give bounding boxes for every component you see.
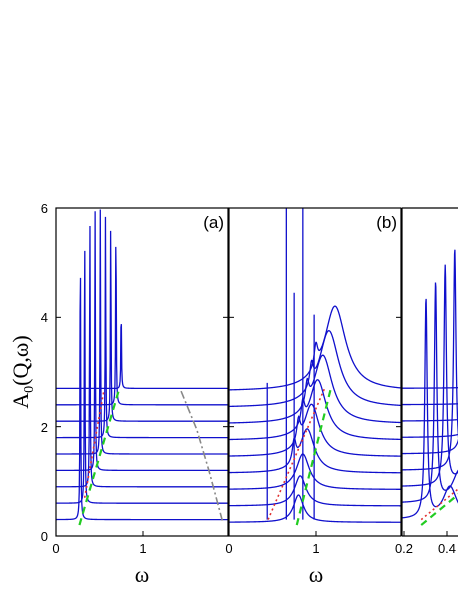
series-line-panel2-5: [402, 433, 458, 438]
panel-b-x-tick-label-0: 0: [225, 541, 232, 556]
panel-a-label: (a): [203, 213, 224, 232]
series-line-panel0-1: [56, 250, 228, 504]
series-line-panel2-2: [402, 264, 458, 487]
panel-b-label: (b): [376, 213, 397, 232]
panel-b-x-axis-title: ω: [309, 562, 323, 587]
series-line-panel1-0: [229, 494, 401, 523]
panel-a-x-tick-label-0: 0: [52, 541, 59, 556]
y-tick-label-4: 4: [41, 310, 48, 325]
series-line-panel2-3: [402, 249, 458, 471]
series-line-panel0-0: [56, 277, 228, 521]
y-axis-title: A0(Q,ω): [8, 335, 37, 408]
y-axis-title-main: A: [8, 393, 33, 409]
series-line-panel2-1: [402, 282, 458, 503]
series-line-panel1-7: [229, 330, 401, 408]
series-line-panel0-8: [56, 324, 228, 390]
series-line-panel2-4: [402, 438, 458, 455]
axis-ticks: [55, 207, 448, 537]
panel-c: 0.2 0.4: [395, 207, 458, 556]
panel-a-x-axis-title: ω: [135, 562, 149, 587]
panel-b-curves: [229, 208, 401, 526]
panel-a: (a) 0 1 ω: [52, 207, 229, 587]
panel-c-curves: [402, 249, 458, 526]
panel-a-frame: [55, 207, 229, 537]
series-line-panel1-1: [229, 475, 401, 507]
red-dotted-line-panel0: [83, 390, 105, 498]
red-dotted-line-panel1: [267, 388, 326, 520]
panel-b-x-tick-label-1: 1: [312, 541, 319, 556]
series-line-panel2-6: [402, 418, 458, 422]
panel-c-x-tick-label-0: 0.2: [395, 541, 413, 556]
y-tick-label-2: 2: [41, 420, 48, 435]
panel-c-x-tick-label-1: 0.4: [438, 541, 456, 556]
panel-a-x-tick-label-1: 1: [139, 541, 146, 556]
y-tick-label-6: 6: [41, 201, 48, 216]
panel-b: (b) 0 1 ω: [225, 207, 402, 587]
series-line-panel1-8: [229, 305, 401, 391]
series-line-panel0-7: [56, 246, 228, 406]
panel-a-curves: [56, 209, 228, 526]
gray-dashdot-line-panel0: [180, 390, 224, 523]
y-axis-title-rest: (Q,ω): [8, 335, 33, 386]
y-tick-label-0: 0: [41, 529, 48, 544]
series-line-panel1-6: [229, 354, 401, 424]
series-line-panel1-5: [229, 379, 401, 441]
series-line-panel0-2: [56, 225, 228, 488]
panel-b-frame: [228, 207, 402, 537]
series-line-panel0-6: [56, 230, 228, 422]
series-line-panel2-0: [402, 298, 458, 519]
series-line-panel2-7: [402, 403, 458, 406]
series-line-panel1-2: [229, 453, 401, 490]
series-line-panel0-4: [56, 209, 228, 455]
series-line-panel0-3: [56, 211, 228, 472]
series-line-panel2-8: [402, 387, 458, 389]
y-axis-title-sub: 0: [22, 386, 37, 393]
series-line-panel1-4: [229, 403, 401, 457]
